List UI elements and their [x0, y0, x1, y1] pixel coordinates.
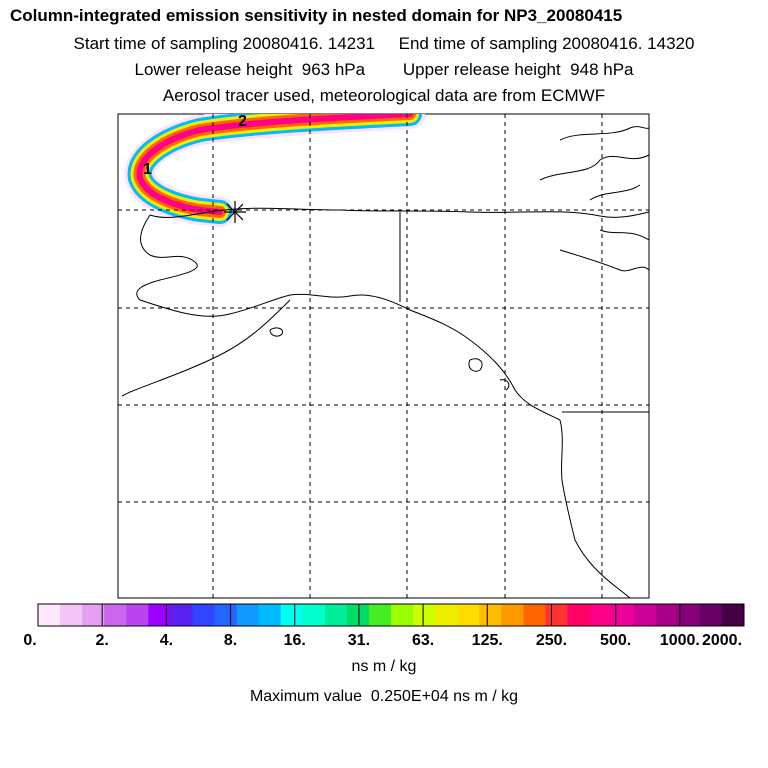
- colorbar-swatch: [435, 604, 458, 626]
- colorbar-frame: [37, 603, 745, 627]
- map-frame: [117, 113, 650, 599]
- maximum-value-text: Maximum value 0.250E+04 ns m / kg: [249, 688, 519, 705]
- trajectory-markers: 1 2: [143, 113, 247, 178]
- colorbar: [37, 603, 745, 627]
- colorbar-swatch: [677, 604, 701, 626]
- lat-lon-grid: [118, 114, 649, 598]
- emission-sensitivity-plume: [124, 114, 425, 227]
- colorbar-tick-label: 4.: [159, 632, 174, 649]
- colorbar-swatch: [192, 604, 215, 626]
- coastlines: [121, 126, 649, 598]
- colorbar-swatch: [501, 604, 524, 626]
- colorbar-swatch: [457, 604, 480, 626]
- colorbar-tick-label: 2.: [95, 632, 109, 649]
- colorbar-swatch: [38, 604, 61, 626]
- tracer-info-line: Aerosol tracer used, meteorological data…: [162, 86, 606, 105]
- colorbar-swatch: [82, 604, 105, 626]
- colorbar-swatch: [126, 604, 149, 626]
- colorbar-swatch: [721, 604, 745, 626]
- colorbar-tick-label: 0.: [23, 632, 37, 649]
- colorbar-units: ns m / kg: [351, 658, 417, 675]
- colorbar-swatch: [391, 604, 414, 626]
- colorbar-swatch: [655, 604, 679, 626]
- trajectory-label-2: 2: [238, 113, 247, 130]
- colorbar-swatch: [567, 604, 591, 626]
- colorbar-swatch: [148, 604, 171, 626]
- colorbar-swatch: [214, 604, 238, 626]
- colorbar-tick-label: 2000.: [701, 632, 743, 649]
- trajectory-label-1: 1: [143, 161, 152, 178]
- colorbar-tick-label: 31.: [347, 632, 371, 649]
- colorbar-swatch: [346, 604, 370, 626]
- plot-title: Column-integrated emission sensitivity i…: [10, 6, 623, 25]
- colorbar-swatch: [699, 604, 723, 626]
- colorbar-tick-label: 1000.: [659, 632, 700, 649]
- political-borders: [399, 212, 649, 413]
- colorbar-swatch: [589, 604, 613, 626]
- colorbar-swatch: [258, 604, 282, 626]
- colorbar-tick-label: 16.: [283, 632, 306, 649]
- colorbar-tick-label: 63.: [411, 632, 435, 649]
- colorbar-swatch: [104, 604, 127, 626]
- colorbar-tick-label: 500.: [600, 632, 632, 649]
- colorbar-swatch: [302, 604, 326, 626]
- colorbar-swatch: [170, 604, 193, 626]
- colorbar-swatch: [545, 604, 568, 626]
- colorbar-swatch: [633, 604, 657, 626]
- colorbar-tick-label: 250.: [535, 632, 568, 649]
- sampling-time-line: Start time of sampling 20080416. 14231 E…: [73, 34, 695, 53]
- colorbar-swatch: [368, 604, 392, 626]
- asterisk-icon: [224, 201, 246, 223]
- colorbar-swatch: [523, 604, 546, 626]
- colorbar-swatch: [236, 604, 260, 626]
- colorbar-tick-label: 8.: [223, 632, 238, 649]
- colorbar-tick-label: 125.: [471, 632, 503, 649]
- colorbar-swatch: [479, 604, 502, 626]
- colorbar-swatch: [60, 604, 83, 626]
- colorbar-swatch: [324, 604, 348, 626]
- colorbar-swatch: [413, 604, 436, 626]
- release-height-line: Lower release height 963 hPa Upper relea…: [134, 60, 634, 79]
- colorbar-swatch: [280, 604, 304, 626]
- colorbar-swatch: [611, 604, 635, 626]
